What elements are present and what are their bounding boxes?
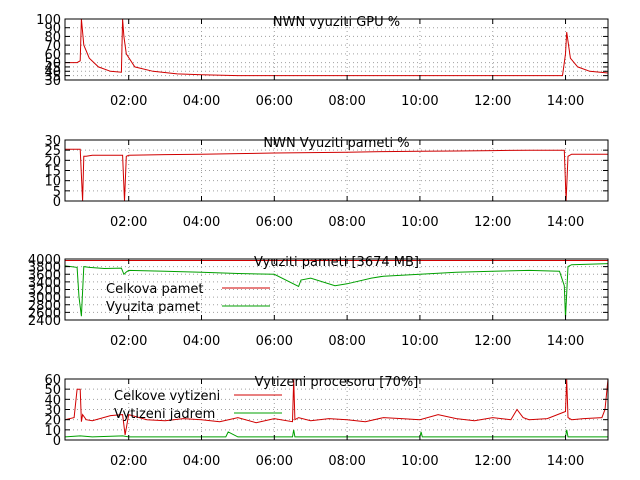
x-tick-label: 06:00 bbox=[256, 334, 293, 349]
y-tick-label: 30 bbox=[44, 404, 61, 419]
x-tick-label: 14:00 bbox=[547, 454, 584, 469]
x-tick-label: 10:00 bbox=[401, 215, 438, 230]
y-tick-label: 60 bbox=[44, 48, 61, 63]
x-tick-label: 02:00 bbox=[110, 215, 147, 230]
x-tick-label: 10:00 bbox=[401, 334, 438, 349]
y-tick-label: 45 bbox=[44, 61, 61, 76]
chart-title: Vyuziti pameti [3674 MB] bbox=[254, 255, 419, 270]
y-tick-label: 25 bbox=[44, 144, 61, 159]
y-tick-label: 80 bbox=[44, 30, 61, 45]
x-tick-label: 02:00 bbox=[110, 334, 147, 349]
y-tick-label: 3200 bbox=[28, 284, 61, 299]
y-tick-label: 60 bbox=[44, 373, 61, 388]
y-tick-label: 10 bbox=[44, 175, 61, 190]
chart-title: Vytizeni procesoru [70%] bbox=[255, 375, 419, 390]
y-tick-label: 0 bbox=[53, 434, 61, 449]
y-tick-label: 70 bbox=[44, 39, 61, 54]
x-tick-label: 14:00 bbox=[547, 94, 584, 109]
y-tick-label: 2600 bbox=[28, 306, 61, 321]
x-tick-label: 04:00 bbox=[183, 215, 220, 230]
series-line-1 bbox=[65, 18, 609, 77]
x-tick-label: 14:00 bbox=[547, 334, 584, 349]
y-tick-label: 3000 bbox=[28, 291, 61, 306]
y-tick-label: 100 bbox=[36, 13, 61, 28]
x-tick-label: 04:00 bbox=[183, 454, 220, 469]
y-tick-label: 5 bbox=[53, 185, 61, 200]
y-tick-label: 10 bbox=[44, 424, 61, 439]
x-tick-label: 10:00 bbox=[401, 94, 438, 109]
x-tick-label: 08:00 bbox=[328, 454, 365, 469]
series-line-1 bbox=[65, 148, 608, 202]
x-tick-label: 06:00 bbox=[256, 215, 293, 230]
y-tick-label: 50 bbox=[44, 57, 61, 72]
y-tick-label: 15 bbox=[44, 165, 61, 180]
legend: Celkova pamet Vyuzita pamet bbox=[106, 282, 270, 315]
series-line-2 bbox=[64, 429, 608, 438]
x-tick-label: 02:00 bbox=[110, 454, 147, 469]
chart-title: NWN Vyuziti pameti % bbox=[263, 136, 409, 151]
x-tick-label: 08:00 bbox=[328, 215, 365, 230]
x-tick-label: 04:00 bbox=[183, 94, 220, 109]
y-tick-label: 20 bbox=[44, 414, 61, 429]
plot-frame bbox=[64, 18, 609, 81]
y-tick-label: 30 bbox=[44, 74, 61, 89]
chart-title: NWN vyuziti GPU % bbox=[273, 15, 400, 30]
legend-label: Celkove vytizeni bbox=[114, 389, 220, 404]
x-tick-label: 12:00 bbox=[474, 334, 511, 349]
x-tick-label: 10:00 bbox=[401, 454, 438, 469]
y-tick-label: 30 bbox=[44, 134, 61, 149]
x-tick-label: 04:00 bbox=[183, 334, 220, 349]
x-tick-label: 08:00 bbox=[328, 94, 365, 109]
y-tick-label: 50 bbox=[44, 383, 61, 398]
y-tick-label: 20 bbox=[44, 154, 61, 169]
legend-label: Vytizeni jadrem bbox=[114, 407, 215, 422]
y-tick-label: 0 bbox=[53, 195, 61, 210]
y-tick-label: 2400 bbox=[28, 314, 61, 329]
y-tick-label: 2800 bbox=[28, 299, 61, 314]
x-tick-label: 14:00 bbox=[547, 215, 584, 230]
y-tick-label: 90 bbox=[44, 22, 61, 37]
legend-label: Vyuzita pamet bbox=[106, 300, 200, 315]
x-tick-label: 12:00 bbox=[474, 215, 511, 230]
legend-label: Celkova pamet bbox=[106, 282, 203, 297]
x-tick-label: 12:00 bbox=[474, 454, 511, 469]
x-tick-label: 02:00 bbox=[110, 94, 147, 109]
y-tick-label: 4000 bbox=[28, 253, 61, 268]
x-tick-label: 08:00 bbox=[328, 334, 365, 349]
legend: Celkove vytizeni Vytizeni jadrem bbox=[114, 389, 282, 422]
x-tick-label: 06:00 bbox=[256, 94, 293, 109]
y-tick-label: 3400 bbox=[28, 276, 61, 291]
x-tick-label: 12:00 bbox=[474, 94, 511, 109]
y-tick-label: 3800 bbox=[28, 261, 61, 276]
y-tick-label: 40 bbox=[44, 65, 61, 80]
series-line-2 bbox=[64, 263, 609, 319]
y-tick-label: 3600 bbox=[28, 268, 61, 283]
y-tick-label: 40 bbox=[44, 393, 61, 408]
series-line-1 bbox=[64, 378, 609, 435]
y-tick-label: 35 bbox=[44, 70, 61, 85]
x-tick-label: 06:00 bbox=[256, 454, 293, 469]
